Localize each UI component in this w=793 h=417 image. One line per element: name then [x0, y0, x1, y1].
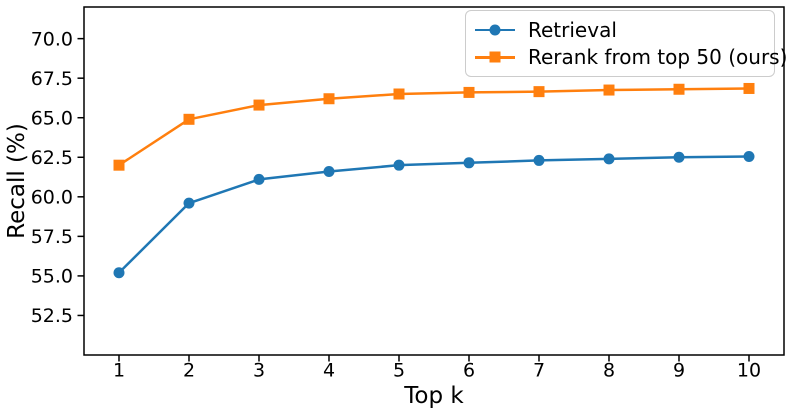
data-point-marker: [253, 173, 265, 185]
data-point-marker: [113, 267, 125, 279]
x-tick-label: 3: [253, 360, 265, 382]
legend: Retrieval Rerank from top 50 (ours): [465, 10, 787, 77]
x-tick-label: 8: [603, 360, 615, 382]
data-point-marker: [673, 83, 685, 95]
data-point-marker: [673, 151, 685, 163]
x-tick-label: 7: [533, 360, 545, 382]
legend-label-retrieval: Retrieval: [528, 17, 617, 42]
x-axis-title: Top k: [404, 383, 464, 409]
x-tick-label: 4: [323, 360, 335, 382]
circle-marker-icon: [489, 24, 501, 36]
data-point-marker: [183, 113, 195, 125]
y-axis-title: Recall (%): [4, 123, 30, 239]
data-point-marker: [323, 166, 335, 178]
data-point-marker: [463, 157, 475, 169]
y-tick-label: 55.0: [31, 266, 73, 288]
data-point-marker: [743, 82, 755, 94]
data-point-marker: [463, 86, 475, 98]
data-point-marker: [183, 197, 195, 209]
data-point-marker: [603, 153, 615, 165]
series-line-0: [118, 155, 750, 274]
x-tick-label: 6: [463, 360, 475, 382]
data-point-marker: [743, 150, 755, 162]
legend-item-retrieval: Retrieval: [475, 18, 765, 42]
data-point-marker: [603, 84, 615, 96]
legend-item-rerank: Rerank from top 50 (ours): [475, 45, 787, 69]
y-tick-label: 70.0: [31, 28, 73, 50]
legend-label-rerank: Rerank from top 50 (ours): [528, 45, 788, 70]
data-point-marker: [323, 93, 335, 105]
y-tick-label: 67.5: [31, 68, 73, 90]
square-marker-icon: [489, 51, 501, 63]
data-point-marker: [393, 88, 405, 100]
y-tick-label: 60.0: [31, 186, 73, 208]
x-tick-label: 2: [183, 360, 195, 382]
data-point-marker: [393, 159, 405, 171]
x-tick-label: 10: [737, 360, 761, 382]
legend-sample-line-square: [475, 51, 515, 64]
data-point-marker: [533, 154, 545, 166]
y-tick-label: 62.5: [31, 147, 73, 169]
data-point-marker: [253, 99, 265, 111]
x-tick-label: 9: [673, 360, 685, 382]
y-tick-label: 52.5: [31, 305, 73, 327]
series-line-1: [118, 87, 750, 167]
y-tick-label: 57.5: [31, 226, 73, 248]
data-point-marker: [533, 86, 545, 98]
legend-sample-line-circle: [475, 23, 515, 36]
y-tick-label: 65.0: [31, 107, 73, 129]
plot-frame: [83, 6, 785, 356]
x-tick-label: 1: [113, 360, 125, 382]
x-tick-label: 5: [393, 360, 405, 382]
data-point-marker: [113, 159, 125, 171]
